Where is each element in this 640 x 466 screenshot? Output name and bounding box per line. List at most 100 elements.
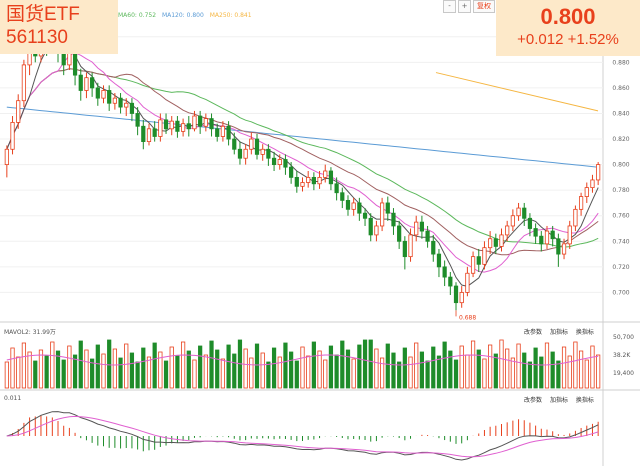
price-change: +0.012 +1.52% bbox=[517, 31, 619, 48]
ma10-line bbox=[6, 52, 599, 273]
volume-add-indicator-link[interactable]: 加指标 bbox=[549, 329, 568, 336]
volume-bar bbox=[408, 356, 413, 389]
volume-bar bbox=[510, 357, 515, 389]
volume-bar bbox=[192, 359, 197, 389]
candle-body bbox=[431, 240, 436, 255]
volume-bar bbox=[323, 359, 328, 389]
volume-bar bbox=[351, 358, 356, 389]
volume-bar bbox=[590, 345, 595, 389]
volume-bar bbox=[345, 349, 351, 389]
candle-body bbox=[470, 256, 476, 274]
candle-body bbox=[522, 207, 527, 219]
candle-body bbox=[476, 256, 481, 265]
candle-body bbox=[465, 272, 470, 293]
volume-bar bbox=[209, 340, 214, 389]
candle-body bbox=[374, 225, 379, 236]
macd-links: 改参数 加指标 换指标 bbox=[518, 395, 594, 404]
candle-body bbox=[442, 266, 447, 278]
candle-body bbox=[408, 234, 413, 258]
volume-bar bbox=[448, 350, 453, 389]
candle-body bbox=[112, 97, 117, 104]
volume-bar bbox=[470, 340, 476, 389]
candle-body bbox=[550, 230, 555, 240]
candle-body bbox=[118, 97, 123, 108]
volume-bar bbox=[215, 349, 220, 389]
security-name: 国货ETF bbox=[6, 4, 80, 25]
candle-body bbox=[482, 247, 487, 265]
volume-bar bbox=[33, 360, 38, 389]
volume-bar bbox=[505, 348, 510, 389]
candle-body bbox=[163, 119, 169, 130]
volume-bar bbox=[266, 361, 271, 389]
volume-bar bbox=[243, 348, 248, 389]
volume-bar bbox=[311, 341, 316, 389]
volume-bar bbox=[226, 344, 231, 389]
security-code: 561130 bbox=[6, 27, 68, 48]
zoom-in-button[interactable]: + bbox=[458, 0, 471, 13]
volume-bar bbox=[198, 345, 203, 389]
candle-body bbox=[294, 176, 299, 187]
volume-bar bbox=[533, 347, 538, 389]
macd-edit-params-link[interactable]: 改参数 bbox=[524, 397, 543, 404]
ma20-line bbox=[6, 68, 599, 256]
volume-label: MAVOL2: 31.99万 bbox=[4, 329, 56, 336]
volume-bar bbox=[419, 351, 425, 389]
volume-bar bbox=[402, 347, 407, 389]
candle-body bbox=[556, 238, 561, 255]
candle-body bbox=[448, 276, 453, 287]
volume-bar bbox=[414, 342, 419, 389]
candle-body bbox=[505, 225, 510, 236]
candle-body bbox=[459, 292, 464, 304]
candle-body bbox=[539, 235, 544, 245]
ma250-line bbox=[435, 72, 599, 112]
candle-body bbox=[317, 176, 322, 185]
volume-bar bbox=[101, 353, 106, 389]
macd-switch-indicator-link[interactable]: 换指标 bbox=[575, 397, 594, 404]
volume-bar bbox=[328, 345, 334, 389]
volume-bar bbox=[163, 360, 169, 389]
candle-body bbox=[419, 221, 425, 232]
volume-bar bbox=[277, 356, 282, 389]
volume-bar bbox=[21, 342, 27, 389]
volume-bar bbox=[129, 352, 135, 389]
volume-bar bbox=[561, 346, 567, 389]
price-tick-label: 0.700 bbox=[612, 289, 629, 296]
volume-average-line bbox=[6, 354, 599, 366]
candle-body bbox=[283, 159, 288, 168]
volume-bar bbox=[16, 356, 21, 389]
candle-body bbox=[567, 225, 572, 245]
candle-body bbox=[271, 157, 277, 166]
candle-body bbox=[544, 230, 550, 245]
volume-bar bbox=[488, 344, 493, 389]
candle-body bbox=[175, 120, 180, 132]
volume-bar bbox=[567, 355, 572, 389]
candle-body bbox=[180, 123, 186, 132]
volume-edit-params-link[interactable]: 改参数 bbox=[524, 329, 543, 336]
volume-switch-indicator-link[interactable]: 换指标 bbox=[575, 329, 594, 336]
candle-body bbox=[107, 90, 112, 104]
volume-bar bbox=[368, 339, 373, 389]
candle-body bbox=[226, 125, 231, 140]
candle-body bbox=[368, 217, 373, 236]
candle-body bbox=[186, 123, 191, 130]
candle-body bbox=[362, 212, 368, 219]
volume-bar bbox=[180, 341, 186, 389]
adjust-menu[interactable]: 复权 bbox=[473, 0, 495, 13]
candle-body bbox=[135, 113, 140, 127]
low-marker-label: 0.688 bbox=[459, 314, 476, 321]
macd-add-indicator-link[interactable]: 加指标 bbox=[549, 397, 568, 404]
macd-dea-line bbox=[6, 415, 599, 458]
volume-bar bbox=[78, 340, 83, 389]
volume-bar bbox=[362, 339, 368, 389]
volume-bar bbox=[550, 351, 555, 389]
candle-body bbox=[596, 164, 601, 181]
candle-body bbox=[385, 202, 390, 214]
candle-body bbox=[169, 120, 174, 130]
volume-bar bbox=[90, 358, 95, 389]
zoom-out-button[interactable]: - bbox=[443, 0, 456, 13]
price-tick-label: 0.840 bbox=[612, 110, 629, 117]
volume-bar bbox=[141, 347, 146, 389]
last-price: 0.800 bbox=[540, 4, 596, 29]
candle-body bbox=[277, 159, 282, 166]
